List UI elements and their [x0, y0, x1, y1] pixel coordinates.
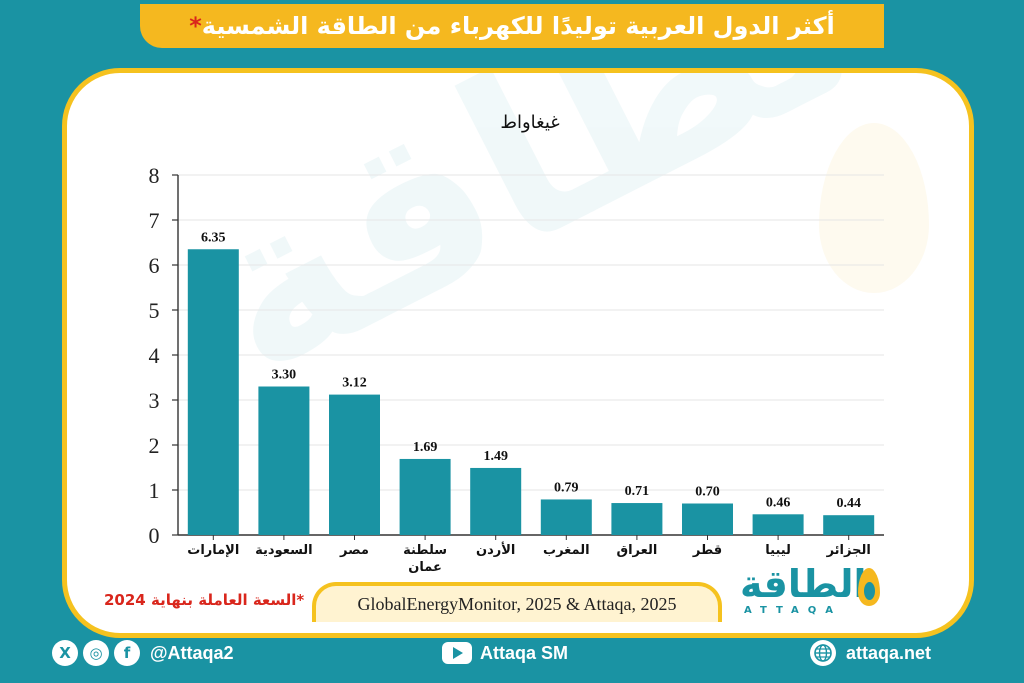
page-title: أكثر الدول العربية توليدًا للكهرباء من ا… — [189, 12, 835, 40]
bar — [682, 503, 733, 535]
brand-latin: ATTAQA — [744, 605, 843, 616]
globe-icon[interactable] — [810, 640, 836, 666]
bar — [399, 458, 451, 535]
y-tick-label: 8 — [149, 163, 160, 188]
bar — [470, 467, 522, 535]
x-tick-label: السعودية — [255, 543, 313, 558]
y-axis-label: غيغاواط — [500, 112, 559, 133]
footnote-year: 2024 — [104, 591, 146, 609]
brand-arabic: الطاقة — [740, 562, 867, 606]
bar — [540, 499, 592, 535]
x-tick-label: عمان — [408, 560, 442, 575]
x-tick-label: المغرب — [543, 543, 590, 558]
data-label: 0.79 — [554, 480, 579, 495]
title-banner: أكثر الدول العربية توليدًا للكهرباء من ا… — [140, 4, 884, 48]
y-tick-label: 1 — [149, 478, 160, 503]
brand-drop-icon — [858, 568, 880, 606]
brand-logo: الطاقة ATTAQA — [740, 562, 886, 622]
x-tick-label: قطر — [692, 543, 722, 558]
x-tick-label: الأردن — [476, 541, 515, 558]
source-text: GlobalEnergyMonitor, 2025 & Attaqa, 2025 — [357, 593, 677, 614]
title-star: * — [189, 12, 202, 40]
bar — [752, 514, 804, 535]
bar — [329, 394, 380, 535]
x-tick-label: ليبيا — [765, 543, 791, 558]
youtube-icon[interactable] — [442, 642, 472, 664]
y-tick-label: 2 — [149, 433, 160, 458]
x-tick-label: الإمارات — [187, 543, 239, 558]
data-label: 3.12 — [342, 376, 367, 391]
y-tick-label: 0 — [149, 523, 160, 548]
y-tick-label: 5 — [149, 298, 160, 323]
x-tick-label: العراق — [616, 543, 657, 558]
instagram-icon[interactable]: ◎ — [83, 640, 109, 666]
y-tick-label: 3 — [149, 388, 160, 413]
x-tick-label: سلطنة — [403, 543, 447, 558]
data-label: 0.71 — [625, 484, 650, 499]
social-handle[interactable]: @Attaqa2 — [150, 643, 234, 663]
y-tick-label: 6 — [149, 253, 160, 278]
data-label: 0.44 — [836, 496, 861, 511]
data-label: 1.69 — [413, 440, 438, 455]
x-icon[interactable]: X — [52, 640, 78, 666]
bar — [258, 386, 310, 535]
y-tick-label: 4 — [149, 343, 160, 368]
data-label: 6.35 — [201, 230, 226, 245]
title-text: أكثر الدول العربية توليدًا للكهرباء من ا… — [201, 12, 835, 40]
footnote-text: *السعة العاملة بنهاية — [150, 591, 305, 609]
youtube-handle[interactable]: Attaqa SM — [480, 643, 569, 663]
data-label: 3.30 — [272, 368, 297, 383]
x-tick-label: الجزائر — [826, 543, 871, 558]
data-label: 0.46 — [766, 495, 791, 510]
source-box: GlobalEnergyMonitor, 2025 & Attaqa, 2025 — [312, 582, 722, 622]
website-link[interactable]: attaqa.net — [846, 643, 932, 663]
facebook-icon[interactable]: f — [114, 640, 140, 666]
social-bar: X ◎ f @Attaqa2 Attaqa SM attaqa.net — [0, 632, 1024, 683]
x-tick-label: مصر — [339, 543, 369, 558]
footnote: *السعة العاملة بنهاية 2024 — [104, 591, 304, 609]
data-label: 1.49 — [483, 449, 508, 464]
bar — [823, 515, 875, 535]
data-label: 0.70 — [695, 485, 720, 500]
bar — [611, 503, 663, 535]
bar — [187, 249, 239, 535]
y-tick-label: 7 — [149, 208, 160, 233]
